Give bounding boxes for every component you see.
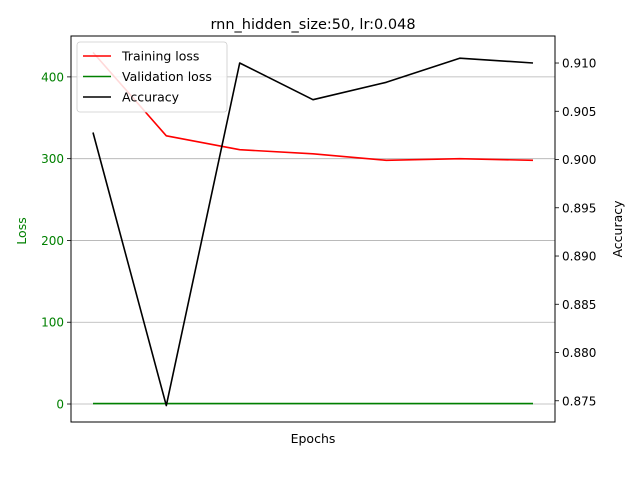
series-line-training-loss bbox=[92, 51, 534, 162]
right-tick-label: 0.895 bbox=[562, 201, 596, 215]
x-axis-label: Epochs bbox=[291, 431, 336, 446]
right-tick-label: 0.910 bbox=[562, 57, 596, 71]
plot-frame bbox=[70, 35, 556, 423]
left-tick-label: 100 bbox=[41, 316, 64, 330]
series-lines bbox=[92, 51, 534, 407]
left-axis-ticks: 0 100 200 300 400 bbox=[41, 70, 71, 412]
left-axis-label: Loss bbox=[14, 217, 29, 244]
left-tick-label: 300 bbox=[41, 152, 64, 166]
left-tick-label: 400 bbox=[41, 70, 64, 84]
legend-label: Training loss bbox=[121, 49, 199, 64]
legend-box bbox=[76, 41, 228, 113]
left-tick-label: 200 bbox=[41, 234, 64, 248]
right-axis-label: Accuracy bbox=[610, 200, 625, 258]
right-axis-ticks: 0.875 0.880 0.885 0.890 0.895 0.900 0.905 0.910 bbox=[555, 57, 596, 408]
right-tick-label: 0.905 bbox=[562, 105, 596, 119]
right-tick-label: 0.880 bbox=[562, 346, 596, 360]
right-tick-label: 0.885 bbox=[562, 298, 596, 312]
right-tick-label: 0.900 bbox=[562, 153, 596, 167]
right-tick-label: 0.890 bbox=[562, 250, 596, 264]
chart-title: rnn_hidden_size:50, lr:0.048 bbox=[210, 17, 415, 33]
legend: Training loss Validation loss Accuracy bbox=[76, 41, 228, 113]
left-tick-label: 0 bbox=[56, 398, 64, 412]
legend-label: Accuracy bbox=[122, 90, 180, 105]
legend-label: Validation loss bbox=[122, 69, 212, 84]
series-line-accuracy bbox=[92, 57, 534, 407]
right-tick-label: 0.875 bbox=[562, 394, 596, 408]
